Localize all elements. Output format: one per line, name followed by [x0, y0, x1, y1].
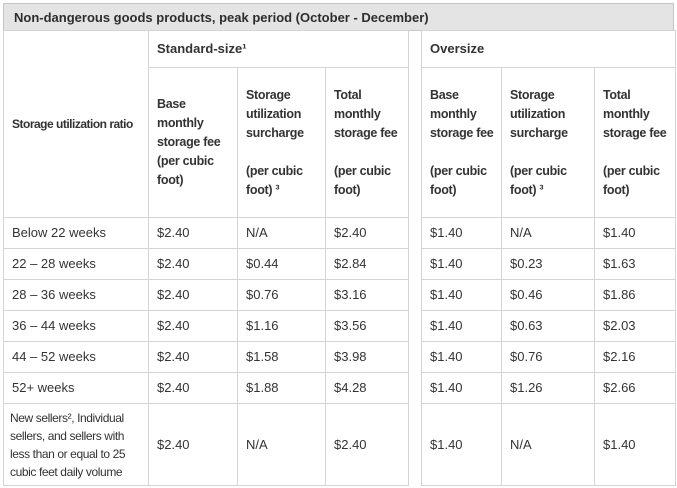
fee-value: $1.26 [501, 372, 595, 404]
fee-value: $0.46 [501, 279, 595, 311]
table-row: New sellers², Individual sellers, and se… [3, 403, 409, 486]
fee-value: $1.40 [593, 217, 677, 249]
row-label: 28 – 36 weeks [3, 279, 149, 311]
fee-value: $2.40 [325, 217, 409, 249]
col-header-std-base-fee: Base monthly storage fee (per cubic foot… [148, 67, 238, 218]
fee-value: $1.88 [237, 372, 326, 404]
group-header-oversize: Oversize [420, 30, 677, 68]
col-header-std-total-fee: Total monthly storage fee (per cubic foo… [325, 67, 409, 218]
row-label: 36 – 44 weeks [3, 310, 149, 342]
fee-value: N/A [501, 403, 595, 486]
fee-value: $1.58 [237, 341, 326, 373]
oversize-table: Oversize Base monthly storage fee (per c… [420, 30, 677, 486]
fee-value: $0.76 [237, 279, 326, 311]
fee-value: $1.40 [593, 403, 677, 486]
fee-value: $0.44 [237, 248, 326, 280]
table-row: $1.40 $0.63 $2.03 [421, 310, 677, 342]
table-title: Non-dangerous goods products, peak perio… [14, 9, 429, 25]
fee-value: $1.40 [421, 279, 502, 311]
fee-value: $1.16 [237, 310, 326, 342]
fee-value: $1.63 [593, 248, 677, 280]
table-row: Below 22 weeks $2.40 N/A $2.40 [3, 217, 409, 249]
fee-value: $2.40 [325, 403, 409, 486]
col-header-ovr-total-fee: Total monthly storage fee (per cubic foo… [593, 67, 677, 218]
table-row: 52+ weeks $2.40 $1.88 $4.28 [3, 372, 409, 404]
row-label: 44 – 52 weeks [3, 341, 149, 373]
fee-value: $1.86 [593, 279, 677, 311]
fee-value: $0.63 [501, 310, 595, 342]
row-label: 22 – 28 weeks [3, 248, 149, 280]
fee-value: $2.40 [148, 341, 238, 373]
fee-value: $2.40 [148, 372, 238, 404]
fee-value: $2.40 [148, 310, 238, 342]
standard-size-table: Storage utilization ratio Standard-size¹… [3, 30, 409, 486]
fee-value: $1.40 [421, 372, 502, 404]
fee-value: $1.40 [421, 341, 502, 373]
fee-value: $1.40 [421, 310, 502, 342]
fee-value: $2.40 [148, 279, 238, 311]
fee-value: $2.40 [148, 248, 238, 280]
table-row: 44 – 52 weeks $2.40 $1.58 $3.98 [3, 341, 409, 373]
col-header-ovr-base-fee: Base monthly storage fee (per cubic foot… [421, 67, 502, 218]
table-row: $1.40 $0.23 $1.63 [421, 248, 677, 280]
fee-value: $1.40 [421, 248, 502, 280]
group-header-standard: Standard-size¹ [148, 30, 409, 68]
fee-value: N/A [501, 217, 595, 249]
fee-value: $2.66 [593, 372, 677, 404]
fee-value: $1.40 [421, 403, 502, 486]
row-header-cell: Storage utilization ratio [3, 30, 149, 218]
table-row: 28 – 36 weeks $2.40 $0.76 $3.16 [3, 279, 409, 311]
row-label: 52+ weeks [3, 372, 149, 404]
table-row: $1.40 $0.76 $2.16 [421, 341, 677, 373]
table-title-bar: Non-dangerous goods products, peak perio… [3, 3, 674, 31]
table-row: $1.40 N/A $1.40 [421, 403, 677, 486]
fee-value: $2.40 [148, 403, 238, 486]
table-row: $1.40 N/A $1.40 [421, 217, 677, 249]
table-row: 36 – 44 weeks $2.40 $1.16 $3.56 [3, 310, 409, 342]
fee-value: $1.40 [421, 217, 502, 249]
row-label: Below 22 weeks [3, 217, 149, 249]
fee-value: $3.56 [325, 310, 409, 342]
fee-value: $4.28 [325, 372, 409, 404]
row-label: New sellers², Individual sellers, and se… [3, 403, 149, 486]
table-row: 22 – 28 weeks $2.40 $0.44 $2.84 [3, 248, 409, 280]
col-header-std-surcharge: Storage utilization surcharge (per cubic… [237, 67, 326, 218]
table-row: $1.40 $1.26 $2.66 [421, 372, 677, 404]
fee-value: N/A [237, 403, 326, 486]
fee-value: $0.23 [501, 248, 595, 280]
col-header-ovr-surcharge: Storage utilization surcharge (per cubic… [501, 67, 595, 218]
fee-value: $0.76 [501, 341, 595, 373]
table-row: $1.40 $0.46 $1.86 [421, 279, 677, 311]
fee-value: $3.98 [325, 341, 409, 373]
fee-value: $2.03 [593, 310, 677, 342]
fee-tables-container: Storage utilization ratio Standard-size¹… [3, 30, 677, 486]
fee-value: $2.16 [593, 341, 677, 373]
fee-value: $2.40 [148, 217, 238, 249]
fee-value: N/A [237, 217, 326, 249]
fee-value: $3.16 [325, 279, 409, 311]
fee-value: $2.84 [325, 248, 409, 280]
